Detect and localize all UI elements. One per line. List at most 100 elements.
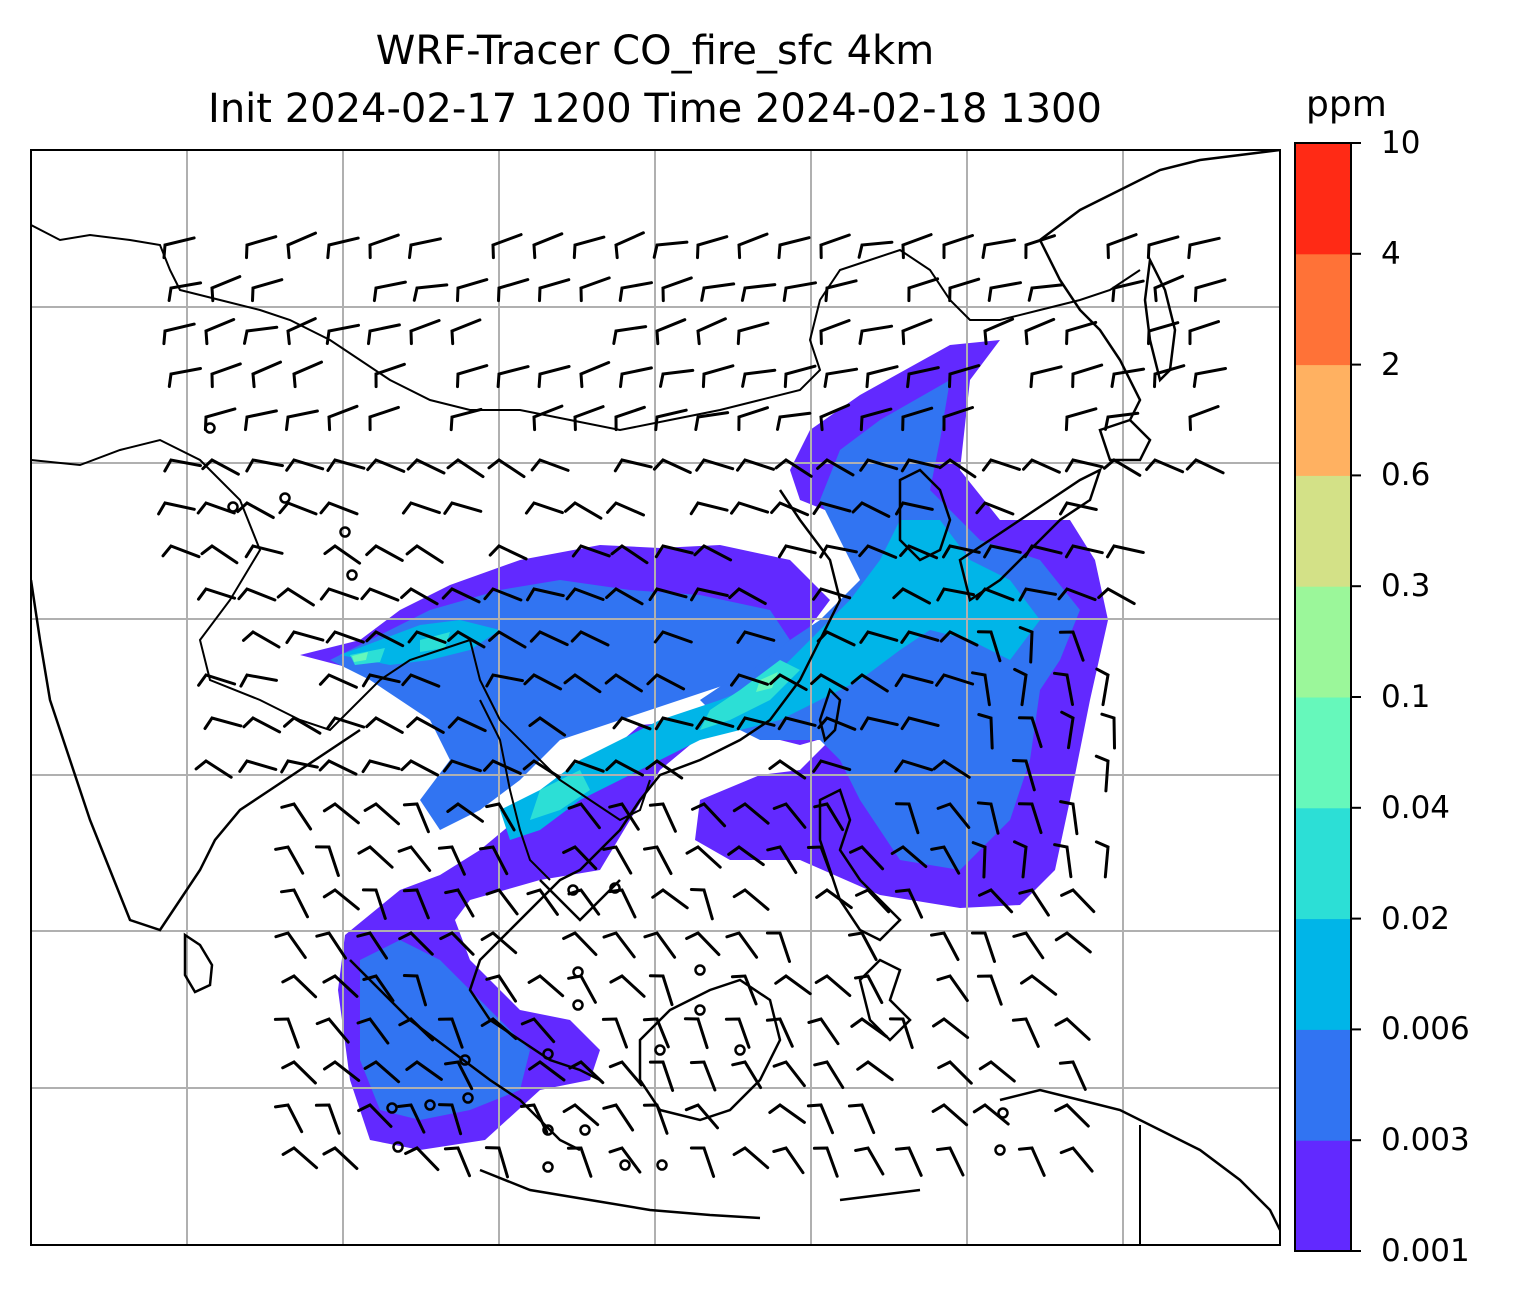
wind-barb [736, 458, 775, 472]
wind-barb [654, 544, 694, 559]
wind-barb [857, 240, 894, 259]
wind-barb [360, 587, 400, 602]
wind-barb [366, 458, 406, 473]
wind-barb [1094, 840, 1110, 879]
wind-barb [894, 673, 934, 688]
wind-barb [774, 974, 812, 996]
wind-barb [573, 405, 605, 432]
wind-barb [648, 587, 688, 602]
wind-barb [806, 1103, 834, 1135]
wind-barb [858, 544, 898, 559]
wind-barb [1054, 1017, 1091, 1041]
wind-barb [236, 501, 275, 519]
wind-barb [938, 458, 977, 479]
wind-barb [280, 888, 309, 919]
wind-barb [730, 501, 770, 515]
wind-barb [322, 888, 360, 911]
wind-barb [777, 544, 817, 559]
wind-barb [727, 845, 765, 867]
wind-barb [251, 278, 284, 303]
wind-barb [684, 1103, 719, 1130]
wind-barb [405, 544, 444, 564]
wind-barb [1064, 407, 1098, 432]
wind-barb [484, 1146, 509, 1179]
wind-barb [978, 1060, 1016, 1083]
wind-barb [318, 673, 358, 689]
calm-wind-circle [204, 422, 216, 434]
wind-barb [491, 233, 523, 260]
wind-barb [1027, 283, 1064, 302]
wind-barb [685, 931, 721, 957]
calm-wind-circle [734, 1044, 746, 1056]
indochina-coast [468, 849, 601, 1082]
wind-barb [850, 673, 889, 693]
wind-barb [197, 673, 237, 687]
colorbar-tick-label: 0.003 [1381, 1122, 1470, 1159]
wind-barb [689, 1060, 717, 1092]
plume-high [350, 632, 800, 820]
wind-barb [976, 801, 1000, 835]
wind-barb [406, 458, 446, 475]
map-frame [30, 149, 1281, 1246]
wind-barb [325, 630, 365, 644]
sri-lanka [183, 932, 214, 994]
coastlines [31, 150, 1280, 1231]
wind-barb [1187, 236, 1221, 260]
wind-barb [894, 1146, 923, 1177]
wind-barb [1060, 888, 1096, 914]
wind-barb [932, 1017, 970, 1039]
wind-barb [564, 501, 603, 520]
wind-barb [167, 281, 203, 302]
wind-barb [1064, 458, 1104, 473]
wind-barb [374, 362, 406, 389]
colorbar-tick-label: 0.1 [1381, 679, 1431, 715]
wind-barb [858, 324, 894, 345]
wind-barb [696, 317, 727, 346]
wind-barb [571, 544, 611, 558]
wind-barb [485, 802, 516, 832]
wind-barb [604, 673, 643, 693]
wind-barb [741, 368, 777, 388]
wind-barb [817, 716, 857, 731]
wind-barb [357, 1103, 393, 1128]
wind-barb [276, 587, 315, 607]
wind-barb [528, 1060, 566, 1082]
wind-barb [935, 673, 975, 687]
wind-barb [1106, 233, 1138, 260]
calm-wind-circle [542, 1161, 554, 1173]
wind-barb [765, 1017, 794, 1048]
wind-barb [888, 1017, 914, 1050]
wind-barb [363, 1060, 401, 1084]
wind-barb [900, 630, 940, 644]
wind-barb [203, 407, 237, 432]
wind-barb [361, 759, 401, 774]
wind-barb [942, 234, 974, 260]
wind-barb [485, 974, 517, 1003]
wind-barb [406, 716, 445, 734]
wind-barb [286, 231, 317, 260]
wind-barb [446, 458, 485, 479]
sulawesi [858, 958, 912, 1042]
wind-barb [485, 888, 519, 916]
wind-barb [737, 232, 769, 260]
wind-barb [983, 317, 1015, 346]
wind-barb [824, 279, 858, 303]
wind-barb [402, 802, 430, 834]
wind-barb [1065, 320, 1098, 346]
wind-barb [813, 802, 845, 832]
wind-barb [286, 317, 317, 346]
wind-barb [1064, 544, 1104, 559]
colorbar-tick-label: 2 [1381, 346, 1401, 383]
wind-barb [480, 1017, 518, 1040]
wind-barb [602, 931, 636, 959]
wind-barb [1110, 367, 1146, 388]
wind-barb [981, 238, 1017, 259]
wind-barb [441, 587, 481, 604]
wind-barb [819, 319, 851, 346]
wind-barb [971, 671, 991, 707]
calm-wind-circle [994, 1144, 1006, 1156]
wind-barb [242, 716, 282, 734]
colorbar [1295, 142, 1361, 1252]
new-guinea [999, 1088, 1280, 1231]
